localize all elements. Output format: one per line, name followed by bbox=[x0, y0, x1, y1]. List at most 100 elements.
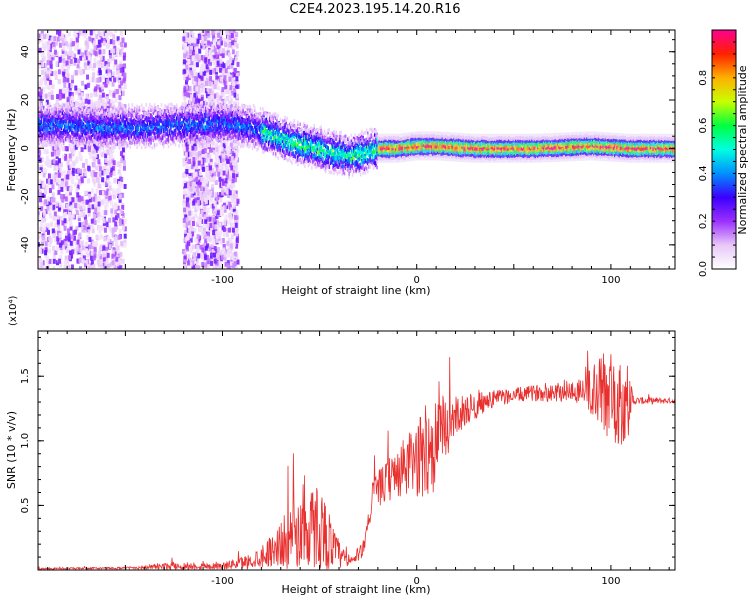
spectrogram-cell bbox=[227, 237, 231, 243]
spectrogram-cell bbox=[38, 262, 40, 268]
spectrogram-cell bbox=[70, 127, 73, 131]
spectrogram-cell bbox=[182, 42, 186, 48]
spectrogram-cell bbox=[65, 129, 67, 134]
spectrogram-cell bbox=[113, 178, 117, 184]
spectrogram-cell bbox=[142, 123, 144, 128]
spectrogram-cell bbox=[115, 126, 117, 131]
spectrogram-cell bbox=[111, 70, 115, 76]
spectrogram-cell bbox=[95, 188, 99, 194]
spectrogram-cell bbox=[204, 80, 208, 86]
spectrogram-cell bbox=[172, 124, 174, 129]
spectrogram-cell bbox=[117, 253, 121, 259]
spectrogram-cell bbox=[182, 32, 186, 38]
spectrogram-cell bbox=[53, 150, 57, 156]
spectrogram-cell bbox=[234, 222, 238, 228]
spectrogram-cell bbox=[48, 109, 51, 113]
spectrogram-cell bbox=[47, 51, 51, 57]
spectrogram-cell bbox=[221, 70, 225, 76]
spectrogram-cell bbox=[75, 226, 79, 232]
spectrogram-cell bbox=[193, 163, 197, 169]
spectrogram-cell bbox=[158, 140, 160, 144]
spectrogram-cell bbox=[61, 118, 64, 123]
spectrogram-cell bbox=[234, 144, 238, 150]
spectrogram-cell bbox=[47, 126, 50, 131]
spectrogram-cell bbox=[126, 120, 129, 125]
spectrogram-cell bbox=[112, 52, 116, 58]
spectrogram-cell bbox=[133, 109, 136, 113]
spectrogram-cell bbox=[55, 123, 58, 127]
spectrogram-cell bbox=[185, 163, 189, 169]
spectrogram-cell bbox=[196, 191, 200, 197]
spectrogram-cell bbox=[76, 64, 80, 70]
spectrogram-cell bbox=[42, 182, 46, 188]
spectrogram-cell bbox=[115, 261, 119, 267]
spectrogram-cell bbox=[87, 178, 91, 184]
spectrogram-cell bbox=[236, 198, 240, 204]
spectrogram-cell bbox=[228, 92, 232, 98]
spectrogram-cell bbox=[69, 47, 73, 53]
spectrogram-cell bbox=[153, 119, 156, 123]
spectrogram-cell bbox=[102, 127, 105, 132]
spectrogram-cell bbox=[186, 260, 190, 266]
spectrogram-cell bbox=[55, 201, 59, 207]
spectrogram-cell bbox=[80, 128, 82, 133]
spectrogram-cell bbox=[55, 121, 58, 125]
spectrogram-cell bbox=[208, 216, 212, 222]
spectrogram-cell bbox=[58, 128, 60, 132]
spectrogram-cell bbox=[84, 84, 88, 90]
spectrogram-cell bbox=[183, 68, 187, 74]
spectrogram-cell bbox=[55, 61, 59, 67]
spectrogram-cell bbox=[87, 110, 89, 115]
spectrogram-cell bbox=[119, 63, 123, 69]
spectrogram-cell bbox=[65, 120, 69, 126]
spectrogram-cell bbox=[86, 126, 88, 130]
spectrogram-cell bbox=[223, 187, 227, 193]
spectrogram-cell bbox=[83, 225, 87, 231]
spectrogram-cell bbox=[224, 96, 228, 102]
spectrogram-cell bbox=[98, 112, 101, 116]
spectrogram-cell bbox=[219, 76, 223, 82]
spectrogram-cell bbox=[62, 128, 65, 133]
spectrogram-cell bbox=[60, 143, 63, 148]
spectrogram-cell bbox=[89, 265, 93, 269]
spectrogram-cell bbox=[47, 45, 51, 51]
spectrogram-cell bbox=[90, 224, 94, 230]
spectrogram-cell bbox=[105, 246, 109, 252]
spectrogram-cell bbox=[115, 89, 119, 95]
spectrogram-cell bbox=[172, 107, 174, 111]
spectrogram-cell bbox=[194, 200, 198, 206]
spectrogram-cell bbox=[114, 190, 118, 196]
spectrogram-cell bbox=[183, 46, 187, 52]
spectrogram-cell bbox=[214, 191, 218, 197]
spectrogram-cell bbox=[84, 65, 88, 71]
spectrogram-cell bbox=[230, 155, 234, 161]
spectrogram-cell bbox=[91, 123, 94, 127]
spectrogram-cell bbox=[194, 97, 198, 103]
spectrogram-cell bbox=[88, 51, 92, 57]
spectrogram-cell bbox=[211, 85, 215, 91]
spectrogram-cell bbox=[44, 71, 48, 77]
spectrogram-cell bbox=[132, 114, 135, 119]
spectrogram-cell bbox=[225, 30, 229, 35]
spectrogram-cell bbox=[219, 181, 223, 187]
spectrogram-cell bbox=[61, 93, 65, 99]
spectrogram-cell bbox=[122, 116, 124, 120]
spectrogram-cell bbox=[79, 251, 83, 257]
spectrogram-cell bbox=[216, 166, 220, 172]
spectrogram-cell bbox=[230, 30, 234, 34]
spectrogram-cell bbox=[193, 60, 197, 66]
spectrogram-cell bbox=[152, 136, 155, 141]
spectrogram-cell bbox=[94, 117, 96, 121]
spectrogram-cell bbox=[186, 92, 190, 98]
spectrogram-cell bbox=[224, 50, 228, 56]
spectrogram-cell bbox=[189, 55, 193, 61]
spectrogram-cell bbox=[39, 183, 43, 189]
spectrogram-cell bbox=[225, 166, 229, 172]
spectrogram-cell bbox=[106, 175, 110, 181]
spectrogram-cell bbox=[199, 81, 203, 87]
spectrogram-cell bbox=[57, 122, 59, 126]
spectrogram-cell bbox=[111, 109, 114, 114]
spectrogram-cell bbox=[89, 30, 93, 36]
spectrogram-cell bbox=[79, 135, 81, 139]
spectrogram-cell bbox=[131, 140, 134, 145]
